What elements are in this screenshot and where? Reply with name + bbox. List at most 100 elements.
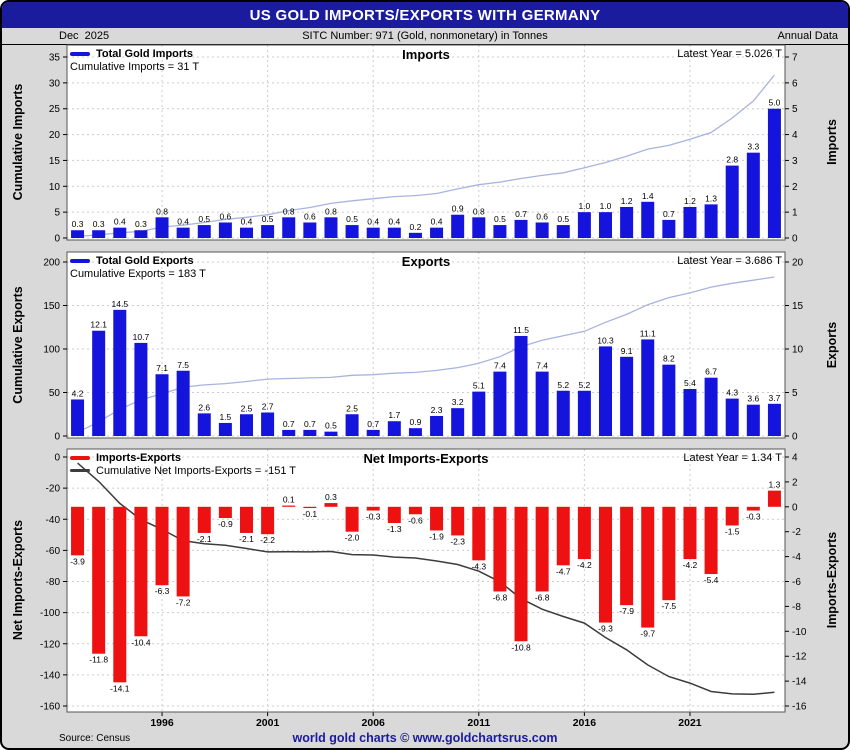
- svg-text:-6.3: -6.3: [155, 586, 170, 596]
- svg-text:4: 4: [792, 130, 798, 141]
- sitc-label: SITC Number: 971 (Gold, nonmonetary) in …: [302, 30, 548, 42]
- svg-text:-4.7: -4.7: [556, 566, 571, 576]
- imports-left-axis-title: Cumulative Imports: [11, 83, 25, 201]
- svg-text:-0.3: -0.3: [366, 512, 381, 522]
- svg-text:1: 1: [792, 208, 798, 219]
- svg-text:150: 150: [43, 301, 60, 312]
- svg-text:0.3: 0.3: [72, 219, 84, 229]
- svg-text:0: 0: [54, 234, 60, 245]
- svg-text:0.6: 0.6: [219, 211, 231, 221]
- svg-text:0.3: 0.3: [135, 219, 147, 229]
- svg-text:0.3: 0.3: [93, 219, 105, 229]
- svg-text:-2.1: -2.1: [239, 534, 254, 544]
- svg-text:10.3: 10.3: [597, 335, 614, 345]
- svg-text:3.2: 3.2: [452, 397, 464, 407]
- svg-text:12.1: 12.1: [90, 320, 107, 330]
- svg-text:-5.4: -5.4: [704, 575, 719, 585]
- svg-text:2.6: 2.6: [198, 402, 210, 412]
- svg-text:-1.9: -1.9: [429, 531, 444, 541]
- svg-text:0.7: 0.7: [283, 419, 295, 429]
- page-title: US GOLD IMPORTS/EXPORTS WITH GERMANY: [2, 2, 848, 28]
- svg-text:-6: -6: [792, 577, 801, 588]
- svg-text:0.5: 0.5: [557, 214, 569, 224]
- svg-text:-6.8: -6.8: [493, 592, 508, 602]
- svg-text:-2.0: -2.0: [345, 533, 360, 543]
- exports-left-axis-title: Cumulative Exports: [11, 286, 25, 404]
- svg-text:9.1: 9.1: [621, 346, 633, 356]
- svg-text:-4: -4: [792, 552, 801, 563]
- svg-text:-160: -160: [40, 702, 60, 713]
- svg-text:-8: -8: [792, 602, 801, 613]
- svg-text:0.7: 0.7: [367, 419, 379, 429]
- svg-text:11.1: 11.1: [640, 328, 656, 338]
- svg-text:2: 2: [792, 182, 798, 193]
- svg-text:5.2: 5.2: [578, 380, 590, 390]
- svg-text:6.7: 6.7: [705, 367, 717, 377]
- svg-text:-40: -40: [46, 515, 61, 526]
- svg-text:2.3: 2.3: [431, 405, 443, 415]
- date-label: Dec 2025: [59, 30, 110, 42]
- svg-text:0: 0: [54, 432, 60, 443]
- svg-text:2.5: 2.5: [346, 403, 358, 413]
- svg-text:-2.1: -2.1: [197, 534, 212, 544]
- svg-text:0.5: 0.5: [325, 421, 337, 431]
- svg-text:5.1: 5.1: [473, 381, 485, 391]
- svg-text:-6.8: -6.8: [535, 592, 550, 602]
- svg-text:-2: -2: [792, 527, 801, 538]
- svg-text:2: 2: [792, 477, 798, 488]
- svg-text:7: 7: [792, 53, 798, 64]
- svg-text:-7.9: -7.9: [619, 606, 634, 616]
- svg-text:0.8: 0.8: [156, 206, 168, 216]
- svg-text:2001: 2001: [256, 717, 280, 729]
- svg-text:15: 15: [792, 301, 804, 312]
- svg-text:0: 0: [792, 502, 798, 513]
- svg-text:-80: -80: [46, 577, 61, 588]
- svg-text:1996: 1996: [150, 717, 174, 729]
- svg-text:-120: -120: [40, 639, 60, 650]
- svg-text:2.8: 2.8: [726, 155, 738, 165]
- svg-text:14.5: 14.5: [112, 299, 129, 309]
- svg-text:1.4: 1.4: [642, 191, 654, 201]
- svg-text:-0.9: -0.9: [218, 519, 233, 529]
- svg-text:2.7: 2.7: [262, 402, 274, 412]
- svg-text:0.8: 0.8: [325, 206, 337, 216]
- svg-text:-9.7: -9.7: [640, 629, 655, 639]
- svg-text:0.4: 0.4: [431, 217, 443, 227]
- svg-text:0.4: 0.4: [367, 217, 379, 227]
- svg-text:5: 5: [792, 104, 798, 115]
- svg-text:0.5: 0.5: [262, 214, 274, 224]
- svg-text:2016: 2016: [573, 717, 597, 729]
- svg-text:3.6: 3.6: [747, 394, 759, 404]
- svg-text:-0.6: -0.6: [408, 515, 423, 525]
- svg-text:-11.8: -11.8: [89, 655, 108, 665]
- svg-text:0.5: 0.5: [198, 214, 210, 224]
- svg-text:-7.2: -7.2: [176, 597, 191, 607]
- svg-text:10.7: 10.7: [133, 332, 150, 342]
- svg-text:5.2: 5.2: [557, 380, 569, 390]
- chart-area: 0.3 0.3 0.4 0.3 0.8 0.4 0.5 0.6 0.4 0.5 0.8 0.6 0.8 0…: [2, 44, 848, 729]
- svg-text:0.6: 0.6: [536, 211, 548, 221]
- svg-text:20: 20: [792, 258, 804, 269]
- svg-text:-140: -140: [40, 670, 60, 681]
- svg-text:2011: 2011: [467, 717, 490, 729]
- svg-text:-7.5: -7.5: [662, 601, 677, 611]
- net-left-axis-title: Net Imports-Exports: [11, 519, 25, 641]
- footer: Source: Census world gold charts © www.g…: [2, 728, 848, 748]
- svg-text:-2.3: -2.3: [450, 536, 465, 546]
- svg-text:0.2: 0.2: [410, 222, 422, 232]
- svg-text:-2.2: -2.2: [260, 535, 275, 545]
- source-label: Source: Census: [59, 732, 131, 744]
- svg-text:-9.3: -9.3: [598, 624, 613, 634]
- svg-text:-4.2: -4.2: [683, 560, 698, 570]
- svg-text:3: 3: [792, 156, 798, 167]
- svg-text:5.4: 5.4: [684, 378, 696, 388]
- svg-text:-14: -14: [792, 677, 807, 688]
- svg-text:1.3: 1.3: [705, 193, 717, 203]
- svg-text:1.0: 1.0: [600, 201, 612, 211]
- svg-text:2006: 2006: [362, 717, 386, 729]
- svg-text:5.0: 5.0: [769, 98, 781, 108]
- brand-label: world gold charts © www.goldchartsrus.co…: [292, 731, 558, 745]
- svg-text:-0.1: -0.1: [303, 509, 318, 519]
- svg-text:35: 35: [49, 53, 61, 64]
